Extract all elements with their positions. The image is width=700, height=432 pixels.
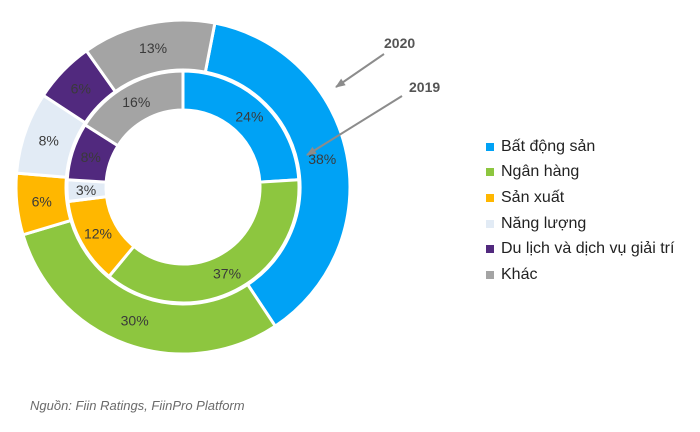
legend-label: Ngân hàng [501, 163, 580, 181]
slice-label-2020-4: 8% [39, 133, 59, 149]
slice-label-2019-2: 37% [213, 265, 241, 281]
slice-label-2020-1: 38% [308, 151, 336, 167]
legend-item: Du lịch và dịch vụ giải trí [486, 236, 674, 262]
legend-swatch [486, 219, 494, 228]
slice-label-2020-3: 6% [32, 194, 52, 210]
annotation-arrow-2019 [306, 95, 403, 156]
legend-item: Năng lượng [486, 211, 674, 237]
legend-swatch [486, 168, 494, 177]
legend-item: Sản xuất [486, 185, 674, 211]
legend-swatch [486, 245, 494, 254]
annotation-2019: 2019 [409, 79, 440, 95]
slice-label-2019-4: 3% [76, 182, 96, 198]
slice-label-2019-1: 24% [235, 108, 263, 124]
annotation-arrow-2020 [335, 53, 385, 88]
legend-label: Năng lượng [501, 214, 587, 232]
slice-label-2019-6: 16% [122, 94, 150, 110]
donut-slice-2019-6 [82, 69, 185, 148]
legend-label: Bất động sản [501, 137, 596, 155]
slice-labels: 38% 30% 6% 8% 6% 13% 24% 37% 12% 3% 8% 16% [32, 40, 337, 328]
legend-label: Du lịch và dịch vụ giải trí [501, 240, 675, 258]
legend-item: Khác [486, 262, 674, 288]
slice-label-2020-6: 13% [139, 40, 167, 56]
legend-swatch [486, 193, 494, 202]
slice-label-2019-3: 12% [84, 226, 112, 242]
slice-label-2019-5: 8% [81, 149, 101, 165]
legend-label: Sản xuất [501, 188, 565, 206]
legend-item: Bất động sản [486, 134, 674, 160]
annotation-2020: 2020 [384, 35, 415, 51]
legend-swatch [486, 270, 494, 279]
slice-label-2020-5: 6% [71, 80, 91, 96]
legend-swatch [486, 142, 494, 151]
source-note: Nguồn: Fiin Ratings, FiinPro Platform [30, 398, 245, 413]
inner-ring-2019 [65, 69, 301, 305]
slice-label-2020-2: 30% [121, 313, 149, 329]
donut-slice-2019-2 [106, 178, 301, 305]
legend-item: Ngân hàng [486, 160, 674, 186]
legend-label: Khác [501, 265, 538, 283]
legend: Bất động sản Ngân hàng Sản xuất Năng lượ… [486, 134, 674, 288]
